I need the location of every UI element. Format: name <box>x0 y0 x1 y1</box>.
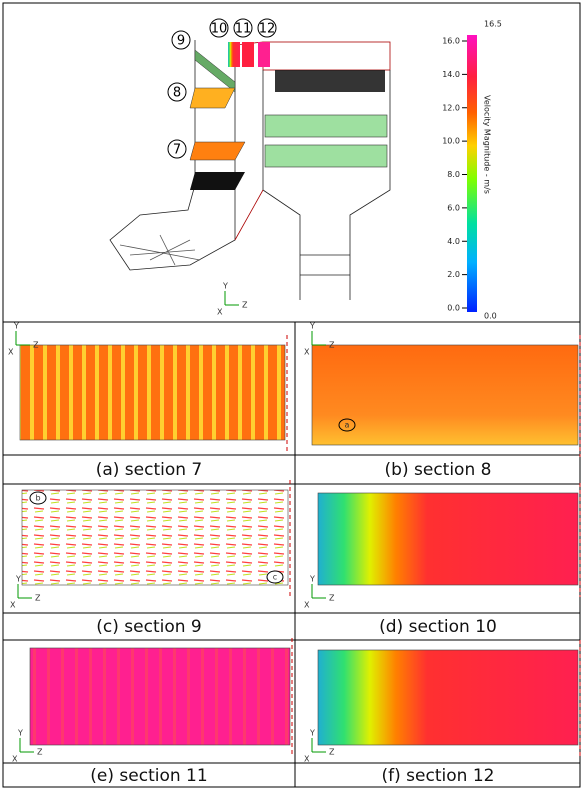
catalyst-layer <box>265 115 387 137</box>
colorbar-tick-label: 6.0 <box>447 203 460 212</box>
section-label: 7 <box>173 143 181 158</box>
colorbar-tick-label: 10.0 <box>442 137 460 146</box>
mesh <box>190 172 245 190</box>
section-12 <box>258 42 270 67</box>
section-label: 11 <box>235 22 252 37</box>
mesh <box>275 70 385 92</box>
axis-label: Z <box>329 748 335 757</box>
colorbar-title: Velocity Magnitude - m/s <box>483 95 492 194</box>
axis-label: Y <box>13 322 19 331</box>
section-10 <box>228 42 240 67</box>
figure: 16.5 0.0 Velocity Magnitude - m/s 0.0 2.0… <box>0 0 583 790</box>
section-label: 10 <box>211 22 228 37</box>
colorbar-tick-label: 8.0 <box>447 170 460 179</box>
catalyst-layer <box>265 145 387 167</box>
caption: (a) section 7 <box>96 460 203 480</box>
section-label: 12 <box>259 22 276 37</box>
axis-label: X <box>304 348 310 357</box>
contour-image <box>318 493 578 585</box>
axis-label: Z <box>242 301 248 310</box>
section-label: 9 <box>177 34 185 49</box>
colorbar-tick-label: 2.0 <box>447 270 460 279</box>
marker-label: a <box>345 421 350 430</box>
caption: (d) section 10 <box>379 617 497 637</box>
contour-image <box>20 345 285 440</box>
colorbar-min: 0.0 <box>484 312 497 321</box>
contour-image <box>318 650 578 745</box>
caption: (e) section 11 <box>90 766 207 786</box>
axis-label: Y <box>309 322 315 331</box>
colorbar-tick-label: 14.0 <box>442 70 460 79</box>
colorbar-tick-label: 12.0 <box>442 103 460 112</box>
axis-label: X <box>10 601 16 610</box>
colorbar-tick-label: 16.0 <box>442 37 460 46</box>
caption: (b) section 8 <box>385 460 492 480</box>
section-11 <box>242 42 254 67</box>
axis-label: X <box>12 755 18 764</box>
axis-label: Z <box>35 594 41 603</box>
marker-label: b <box>35 494 40 503</box>
axis-label: Z <box>33 341 39 350</box>
axis-label: Y <box>222 282 228 291</box>
axis-label: Z <box>329 594 335 603</box>
axis-label: X <box>8 348 14 357</box>
section-label: 8 <box>173 86 181 101</box>
colorbar-tick-label: 4.0 <box>447 237 460 246</box>
caption: (f) section 12 <box>382 766 495 786</box>
marker-label: c <box>273 573 277 582</box>
axis-label: Y <box>309 729 315 738</box>
axis-label: X <box>304 755 310 764</box>
axis-label: Y <box>309 575 315 584</box>
colorbar-max: 16.5 <box>484 20 502 29</box>
axis-label: X <box>304 601 310 610</box>
contour-image <box>30 648 290 745</box>
colorbar-tick-label: 0.0 <box>447 304 460 313</box>
axis-label: Y <box>15 575 21 584</box>
axis-label: Y <box>17 729 23 738</box>
caption: (c) section 9 <box>96 617 201 637</box>
axis-label: Z <box>329 341 335 350</box>
contour-image <box>22 490 288 585</box>
section-8 <box>190 88 235 108</box>
axis-label: Z <box>37 748 43 757</box>
axis-label: X <box>217 308 223 317</box>
section-7 <box>190 142 245 160</box>
colorbar <box>467 35 477 312</box>
